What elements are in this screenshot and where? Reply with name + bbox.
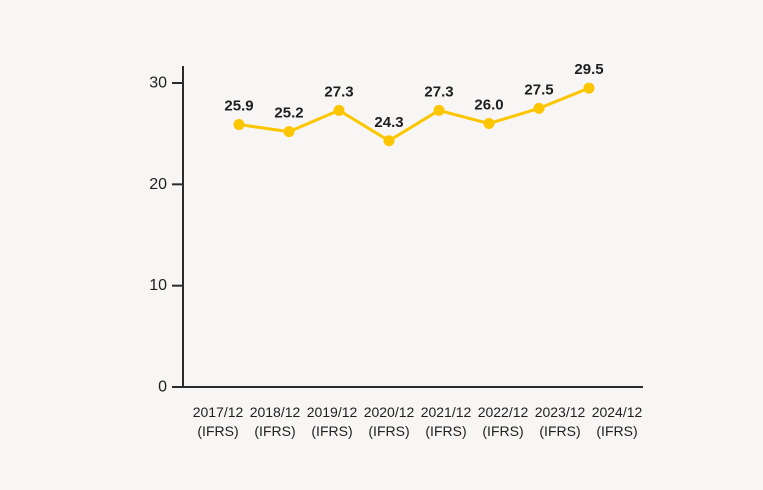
data-point-value-label: 25.9 xyxy=(224,98,253,115)
y-tick-label: 0 xyxy=(158,379,167,396)
x-axis-label-year: 2018/12 xyxy=(250,404,301,420)
data-point-marker xyxy=(383,135,395,147)
x-axis-label-year: 2020/12 xyxy=(364,404,415,420)
x-axis-label-year: 2024/12 xyxy=(592,404,643,420)
x-axis-label-standard: (IFRS) xyxy=(311,423,352,439)
x-axis-label-standard: (IFRS) xyxy=(368,423,409,439)
x-axis-label-year: 2021/12 xyxy=(421,404,472,420)
x-axis-label-standard: (IFRS) xyxy=(482,423,523,439)
x-axis-label-standard: (IFRS) xyxy=(254,423,295,439)
data-point-value-label: 27.3 xyxy=(424,83,453,100)
data-point-value-label: 24.3 xyxy=(374,114,403,131)
data-point-marker xyxy=(433,104,445,116)
y-tick-label: 10 xyxy=(149,277,167,294)
x-axis-label-standard: (IFRS) xyxy=(539,423,580,439)
data-point-marker xyxy=(283,126,295,138)
data-point-marker xyxy=(533,102,545,114)
data-point-value-label: 27.3 xyxy=(324,83,353,100)
x-axis-label-year: 2017/12 xyxy=(193,404,244,420)
x-axis-label-year: 2022/12 xyxy=(478,404,529,420)
x-axis-label-year: 2019/12 xyxy=(307,404,358,420)
data-point-value-label: 29.5 xyxy=(574,61,603,78)
data-point-value-label: 27.5 xyxy=(524,81,553,98)
data-point-value-label: 26.0 xyxy=(474,97,503,114)
data-point-value-label: 25.2 xyxy=(274,105,303,122)
x-axis-label-standard: (IFRS) xyxy=(197,423,238,439)
y-tick-label: 20 xyxy=(149,176,167,193)
data-point-marker xyxy=(233,119,245,131)
x-axis-label-year: 2023/12 xyxy=(535,404,586,420)
data-point-marker xyxy=(583,82,595,94)
x-axis-label-standard: (IFRS) xyxy=(425,423,466,439)
data-point-marker xyxy=(483,118,495,130)
data-point-marker xyxy=(333,104,345,116)
y-tick-label: 30 xyxy=(149,75,167,92)
x-axis-label-standard: (IFRS) xyxy=(596,423,637,439)
series-line xyxy=(237,86,591,143)
